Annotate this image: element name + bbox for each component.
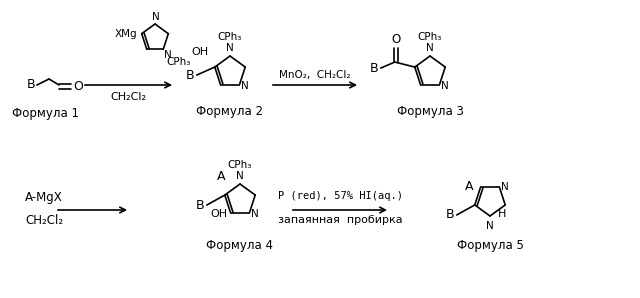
Text: Формула 4: Формула 4 bbox=[207, 238, 273, 252]
Text: N: N bbox=[164, 50, 172, 60]
Text: XMg: XMg bbox=[115, 29, 138, 39]
Text: запаянная  пробирка: запаянная пробирка bbox=[278, 215, 403, 225]
Text: CH₂Cl₂: CH₂Cl₂ bbox=[25, 213, 63, 226]
Text: CPh₃: CPh₃ bbox=[418, 32, 442, 42]
Text: Формула 5: Формула 5 bbox=[456, 238, 524, 252]
Text: H: H bbox=[498, 209, 506, 219]
Text: O: O bbox=[73, 80, 83, 92]
Text: N: N bbox=[241, 81, 249, 91]
Text: B: B bbox=[196, 198, 205, 212]
Text: OH: OH bbox=[210, 209, 227, 219]
Text: N: N bbox=[152, 12, 160, 22]
Text: N: N bbox=[236, 171, 244, 181]
Text: Формула 1: Формула 1 bbox=[12, 106, 79, 119]
Text: Формула 2: Формула 2 bbox=[196, 105, 264, 119]
Text: A: A bbox=[465, 180, 473, 193]
Text: MnO₂,  CH₂Cl₂: MnO₂, CH₂Cl₂ bbox=[279, 70, 351, 80]
Text: P (red), 57% HI(aq.): P (red), 57% HI(aq.) bbox=[278, 191, 403, 201]
Text: O: O bbox=[391, 33, 401, 46]
Text: A: A bbox=[216, 170, 225, 183]
Text: CPh₃: CPh₃ bbox=[218, 32, 242, 42]
Text: B: B bbox=[26, 78, 35, 91]
Text: CH₂Cl₂: CH₂Cl₂ bbox=[110, 92, 146, 102]
Text: CPh₃: CPh₃ bbox=[228, 160, 252, 170]
Text: N: N bbox=[426, 43, 434, 53]
Text: Формула 3: Формула 3 bbox=[397, 105, 463, 119]
Text: N: N bbox=[252, 209, 259, 219]
Text: N: N bbox=[442, 81, 449, 91]
Text: CPh₃: CPh₃ bbox=[166, 57, 191, 67]
Text: B: B bbox=[446, 208, 455, 221]
Text: OH: OH bbox=[191, 47, 209, 57]
Text: B: B bbox=[370, 62, 379, 74]
Text: B: B bbox=[186, 69, 195, 82]
Text: N: N bbox=[486, 221, 494, 231]
Text: A-MgX: A-MgX bbox=[25, 192, 63, 204]
Text: N: N bbox=[501, 182, 509, 192]
Text: N: N bbox=[226, 43, 234, 53]
